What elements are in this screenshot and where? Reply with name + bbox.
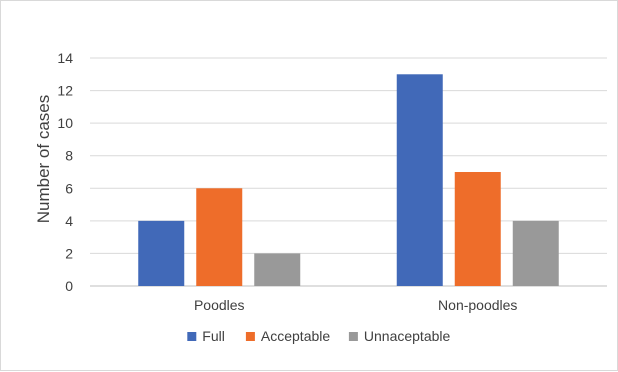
- legend-swatch-acceptable: [245, 332, 255, 341]
- legend-label-full: Full: [202, 328, 225, 344]
- legend-label-unnaceptable: Unnaceptable: [364, 328, 451, 344]
- bar-acceptable-non-poodles: [454, 172, 501, 286]
- legend: Full Acceptable Unnaceptable: [187, 328, 451, 344]
- y-tick-label: 12: [57, 83, 73, 99]
- y-axis-title: Number of cases: [34, 95, 53, 224]
- y-tick-label: 2: [65, 245, 73, 261]
- x-tick-label: Non-poodles: [438, 297, 517, 313]
- legend-swatch-full: [187, 332, 197, 341]
- bar-full-poodles: [138, 220, 185, 286]
- bar-unnaceptable-poodles: [254, 253, 301, 286]
- y-tick-label: 10: [57, 115, 73, 131]
- bar-acceptable-poodles: [196, 188, 243, 286]
- legend-label-acceptable: Acceptable: [261, 328, 330, 344]
- y-tick-label: 4: [65, 213, 73, 229]
- y-tick-label: 0: [65, 278, 73, 294]
- y-tick-labels: 0 2 4 6 8 10 12 14: [57, 50, 73, 294]
- x-tick-labels: Poodles Non-poodles: [194, 297, 517, 313]
- bar-full-non-poodles: [396, 74, 443, 287]
- y-tick-label: 8: [65, 148, 73, 164]
- bars: [138, 74, 559, 287]
- x-tick-label: Poodles: [194, 297, 245, 313]
- y-tick-label: 6: [65, 180, 73, 196]
- y-tick-label: 14: [57, 50, 73, 66]
- bar-unnaceptable-non-poodles: [512, 220, 559, 286]
- legend-swatch-unnaceptable: [348, 332, 358, 341]
